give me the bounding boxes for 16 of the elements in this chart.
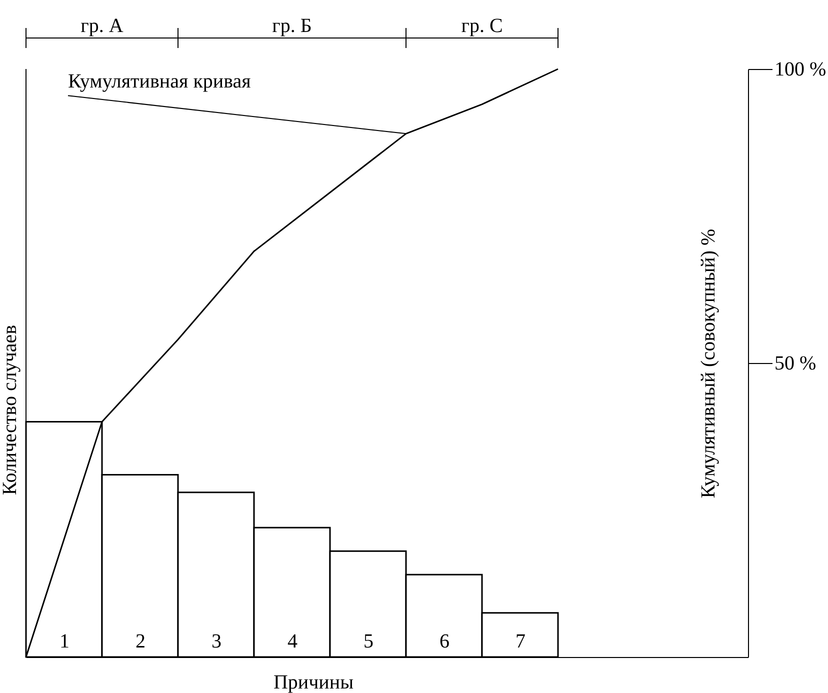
x-tick-label: 2 (136, 630, 146, 652)
annotation: Кумулятивная кривая (68, 70, 251, 93)
y2-axis-title: Кумулятивный (совокупный) % (698, 228, 720, 498)
x-tick-label: 1 (60, 630, 70, 652)
x-tick-label: 4 (288, 630, 298, 652)
x-tick-label: 7 (516, 630, 526, 652)
x-tick-label: 3 (212, 630, 222, 652)
x-tick-label: 5 (364, 630, 374, 652)
text: гр. Б (272, 15, 312, 37)
y-axis-title: Количество случаев (0, 324, 21, 496)
text: гр. А (80, 15, 124, 37)
x-tick-label: 6 (440, 630, 450, 652)
y-tick-label: 50 % (774, 352, 816, 374)
y-tick-label: 100 % (774, 58, 826, 80)
text: гр. С (461, 15, 503, 37)
x-axis-title: Причины (273, 672, 354, 693)
